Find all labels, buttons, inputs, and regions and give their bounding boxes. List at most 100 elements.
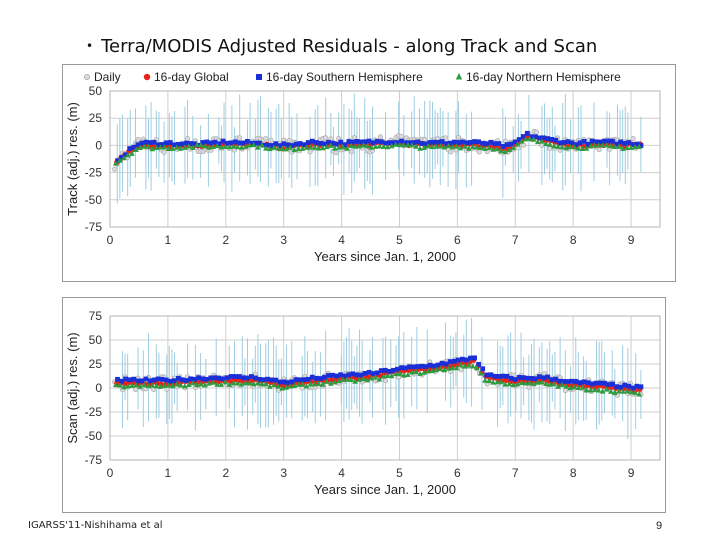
16-day-northern-hemisphere-point [332,145,338,151]
16-day-northern-hemisphere-point [494,379,500,385]
16-day-northern-hemisphere-point [234,380,241,386]
16-day-southern-hemisphere-point [549,136,555,142]
legend-label: Daily [94,70,121,84]
16-day-southern-hemisphere-point [330,140,335,146]
16-day-northern-hemisphere-point [388,372,395,379]
16-day-northern-hemisphere-point [117,157,123,163]
x-tick-label: 0 [107,466,114,480]
16-day-southern-hemisphere-point [626,383,632,389]
16-day-northern-hemisphere-point [210,379,216,385]
16-day-southern-hemisphere-point [309,374,315,380]
16-day-northern-hemisphere-point [287,144,294,150]
16-day-northern-hemisphere-point [186,381,192,387]
16-day-southern-hemisphere-point [147,140,153,145]
16-day-northern-hemisphere-point [620,388,626,394]
16-day-northern-hemisphere-point [356,143,363,149]
x-tick-label: 8 [570,466,577,480]
16-day-northern-hemisphere-point [470,144,476,150]
16-day-southern-hemisphere-point [220,376,226,382]
16-day-southern-hemisphere-point [265,376,271,382]
16-day-southern-hemisphere-point [459,139,465,145]
16-day-northern-hemisphere-point [230,380,237,386]
y-axis-label: Scan (adj.) res. (m) [65,332,80,443]
16-day-southern-hemisphere-point [216,141,222,147]
16-day-northern-hemisphere-point [356,376,363,382]
slide-title: • Terra/MODIS Adjusted Residuals - along … [86,36,597,57]
16-day-northern-hemisphere-point [425,368,431,374]
x-tick-label: 9 [628,466,635,480]
16-day-northern-hemisphere-point [465,145,472,151]
16-day-northern-hemisphere-point [226,381,233,387]
16-day-southern-hemisphere-point [601,138,607,144]
16-day-southern-hemisphere-point [135,142,141,148]
y-tick-label: 0 [95,138,102,152]
16-day-southern-hemisphere-point [520,375,526,381]
16-day-southern-hemisphere-point [447,359,453,365]
16-day-southern-hemisphere-point [395,140,400,145]
16-day-southern-hemisphere-point [464,357,469,363]
16-day-southern-hemisphere-point [184,378,189,383]
16-day-northern-hemisphere-point [409,369,415,375]
16-day-northern-hemisphere-point [543,380,549,386]
daily-point [112,166,118,172]
16-day-northern-hemisphere-point [547,381,553,387]
16-day-southern-hemisphere-point [289,379,295,385]
daily-point [596,147,602,153]
16-day-southern-hemisphere-point [358,372,364,378]
16-day-northern-hemisphere-point [161,144,168,150]
16-day-northern-hemisphere-point [384,372,391,378]
16-day-northern-hemisphere-point [295,145,302,152]
16-day-southern-hemisphere-point [167,140,173,145]
legend-label: 16-day Southern Hemisphere [266,70,423,84]
16-day-northern-hemisphere-point [405,371,411,377]
16-day-northern-hemisphere-point [433,366,440,373]
16-day-southern-hemisphere-point [455,357,461,363]
plot-area-frame [109,90,661,228]
16-day-northern-hemisphere-point [121,155,127,161]
16-day-northern-hemisphere-point [603,386,610,392]
16-day-northern-hemisphere-point [534,379,541,385]
16-day-northern-hemisphere-point [518,138,525,144]
daily-point [268,137,274,143]
16-day-northern-hemisphere-point [214,381,221,387]
16-day-southern-hemisphere-point [374,138,380,144]
16-day-northern-hemisphere-point [328,142,334,148]
16-day-northern-hemisphere-point [311,381,318,387]
16-day-northern-hemisphere-point [153,383,160,389]
16-day-northern-hemisphere-point [628,389,634,395]
daily-point [422,136,428,142]
16-day-northern-hemisphere-point [478,144,484,150]
16-day-northern-hemisphere-point [543,140,549,147]
16-day-southern-hemisphere-point [577,140,583,146]
16-day-southern-hemisphere-point [581,139,587,144]
16-day-southern-hemisphere-point [175,375,181,381]
16-day-northern-hemisphere-point [352,378,358,384]
16-day-northern-hemisphere-point [599,388,606,394]
16-day-northern-hemisphere-point [380,373,387,379]
16-day-northern-hemisphere-point [563,383,569,389]
16-day-northern-hemisphere-point [437,365,444,372]
16-day-northern-hemisphere-point [632,389,638,395]
16-day-southern-hemisphere-point [415,139,421,145]
y-tick-label: -75 [85,220,103,234]
16-day-northern-hemisphere-point [254,380,261,386]
16-day-northern-hemisphere-point [177,382,184,388]
16-day-southern-hemisphere-point [212,139,218,145]
16-day-southern-hemisphere-point [565,139,571,144]
16-day-southern-hemisphere-point [630,385,636,391]
16-day-southern-hemisphere-point [163,140,169,146]
16-day-southern-hemisphere-point [427,362,433,368]
16-day-southern-hemisphere-point [192,141,198,147]
16-day-northern-hemisphere-point [539,379,545,385]
16-day-northern-hemisphere-point [441,144,448,150]
16-day-northern-hemisphere-point [571,384,578,390]
16-day-southern-hemisphere-point [378,368,384,374]
16-day-northern-hemisphere-point [583,145,590,151]
16-day-northern-hemisphere-point [340,144,346,150]
16-day-southern-hemisphere-point [468,140,473,145]
16-day-southern-hemisphere-point [236,140,242,146]
16-day-northern-hemisphere-point [129,382,135,388]
16-day-northern-hemisphere-point [616,388,622,394]
16-day-southern-hemisphere-point [281,141,287,147]
16-day-southern-hemisphere-point [232,374,238,379]
